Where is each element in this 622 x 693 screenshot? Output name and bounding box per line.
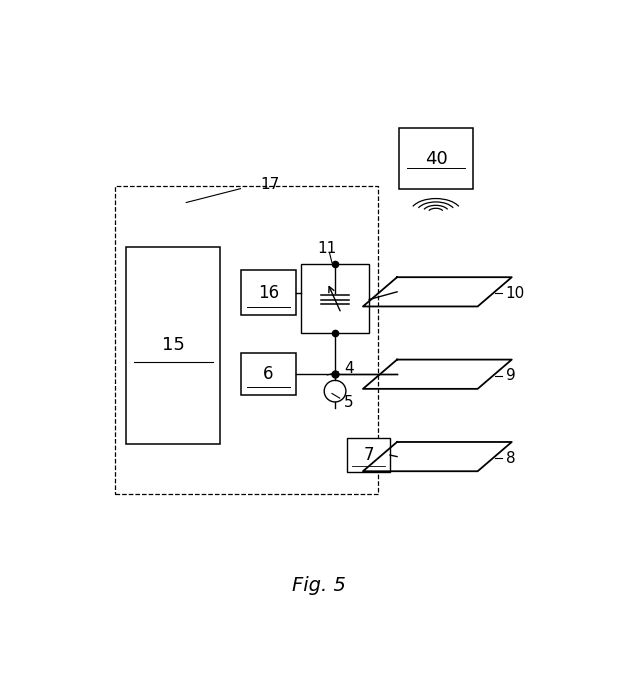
Bar [241, 270, 296, 315]
Text: 15: 15 [162, 336, 185, 354]
Text: Fig. 5: Fig. 5 [292, 577, 346, 595]
Bar [115, 186, 378, 493]
Bar [301, 264, 369, 356]
Bar [301, 333, 369, 408]
Text: 10: 10 [506, 286, 525, 301]
Text: 7: 7 [363, 446, 374, 464]
Bar [399, 128, 473, 189]
Bar [348, 438, 390, 472]
Text: 11: 11 [318, 241, 337, 256]
Text: 4: 4 [345, 361, 354, 376]
Text: 5: 5 [345, 395, 354, 410]
Text: 16: 16 [258, 283, 279, 301]
Text: 9: 9 [506, 368, 515, 383]
Bar [126, 247, 220, 444]
Text: 17: 17 [261, 177, 279, 191]
Text: 6: 6 [263, 365, 274, 383]
Text: 8: 8 [506, 450, 515, 466]
Bar [301, 264, 369, 333]
Text: 40: 40 [425, 150, 448, 168]
Bar [241, 353, 296, 395]
